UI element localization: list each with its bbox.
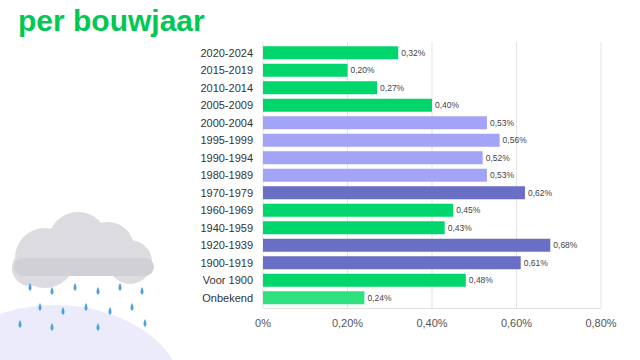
- bar: [263, 64, 348, 77]
- raindrop: [141, 287, 144, 295]
- raindrop: [85, 303, 88, 311]
- category-label: Onbekend: [202, 292, 253, 304]
- bar: [263, 291, 364, 304]
- category-label: 1980-1989: [200, 169, 253, 181]
- bar: [263, 256, 521, 269]
- raindrop: [39, 303, 42, 311]
- tick-label: 0,40%: [416, 317, 447, 329]
- bar: [263, 116, 487, 129]
- bar: [263, 151, 483, 164]
- cloud: [14, 258, 154, 276]
- raindrop: [119, 283, 122, 291]
- bar: [263, 81, 377, 94]
- data-label: 0,48%: [469, 275, 494, 285]
- bar: [263, 239, 550, 252]
- data-label: 0,53%: [490, 118, 515, 128]
- category-label: 2010-2014: [200, 82, 253, 94]
- bar: [263, 204, 453, 217]
- chart-root: per bouwjaar 0% 0,20% 0,40% 0,60% 0,80% 2020-2…: [0, 0, 640, 360]
- raindrop: [131, 303, 134, 311]
- hill: [0, 305, 185, 360]
- category-label: 2020-2024: [200, 47, 253, 59]
- raindrop: [51, 287, 54, 295]
- raindrop: [19, 320, 22, 328]
- raindrop: [97, 287, 100, 295]
- data-label: 0,68%: [553, 240, 578, 250]
- raindrop: [144, 319, 147, 327]
- category-label: 1900-1919: [200, 257, 253, 269]
- data-label: 0,40%: [435, 100, 460, 110]
- title: per bouwjaar: [18, 4, 205, 37]
- data-label: 0,43%: [448, 223, 473, 233]
- data-label: 0,56%: [503, 135, 528, 145]
- category-label: 1960-1969: [200, 204, 253, 216]
- data-label: 0,61%: [524, 258, 549, 268]
- data-label: 0,32%: [401, 48, 426, 58]
- category-label: Voor 1900: [203, 274, 253, 286]
- category-label: 2000-2004: [200, 117, 253, 129]
- data-label: 0,62%: [528, 188, 553, 198]
- bar: [263, 221, 445, 234]
- data-label: 0,45%: [456, 205, 481, 215]
- raindrop: [74, 283, 77, 291]
- category-label: 2015-2019: [200, 64, 253, 76]
- bar: [263, 169, 487, 182]
- bar: [263, 186, 525, 199]
- category-label: 2005-2009: [200, 99, 253, 111]
- bar: [263, 134, 500, 147]
- raindrop: [29, 283, 32, 291]
- data-label: 0,27%: [380, 83, 405, 93]
- raindrop: [51, 323, 54, 331]
- category-label: 1990-1994: [200, 152, 253, 164]
- data-label: 0,20%: [351, 65, 376, 75]
- bar: [263, 99, 432, 112]
- data-label: 0,24%: [367, 293, 392, 303]
- illustration: [0, 212, 185, 360]
- data-label: 0,53%: [490, 170, 515, 180]
- bar: [263, 274, 466, 287]
- axis-line: [263, 308, 601, 309]
- category-label: 1970-1979: [200, 187, 253, 199]
- chart-svg: per bouwjaar 0% 0,20% 0,40% 0,60% 0,80% 2020-2…: [0, 0, 640, 360]
- bars: [263, 46, 550, 304]
- category-label: 1940-1959: [200, 222, 253, 234]
- grid: [263, 42, 601, 309]
- tick-label: 0%: [255, 317, 271, 329]
- bar: [263, 46, 398, 59]
- grid-line: [601, 42, 602, 309]
- raindrop: [109, 307, 112, 315]
- tick-label: 0,80%: [585, 317, 616, 329]
- category-label: 1995-1999: [200, 134, 253, 146]
- category-label: 1920-1939: [200, 239, 253, 251]
- data-label: 0,52%: [486, 153, 511, 163]
- labels: 2020-2024 0,32% 2015-2019 0,20% 2010-2014 0,2…: [200, 47, 577, 304]
- raindrop: [97, 323, 100, 331]
- tick-label: 0,60%: [501, 317, 532, 329]
- raindrop: [62, 307, 65, 315]
- tick-label: 0,20%: [332, 317, 363, 329]
